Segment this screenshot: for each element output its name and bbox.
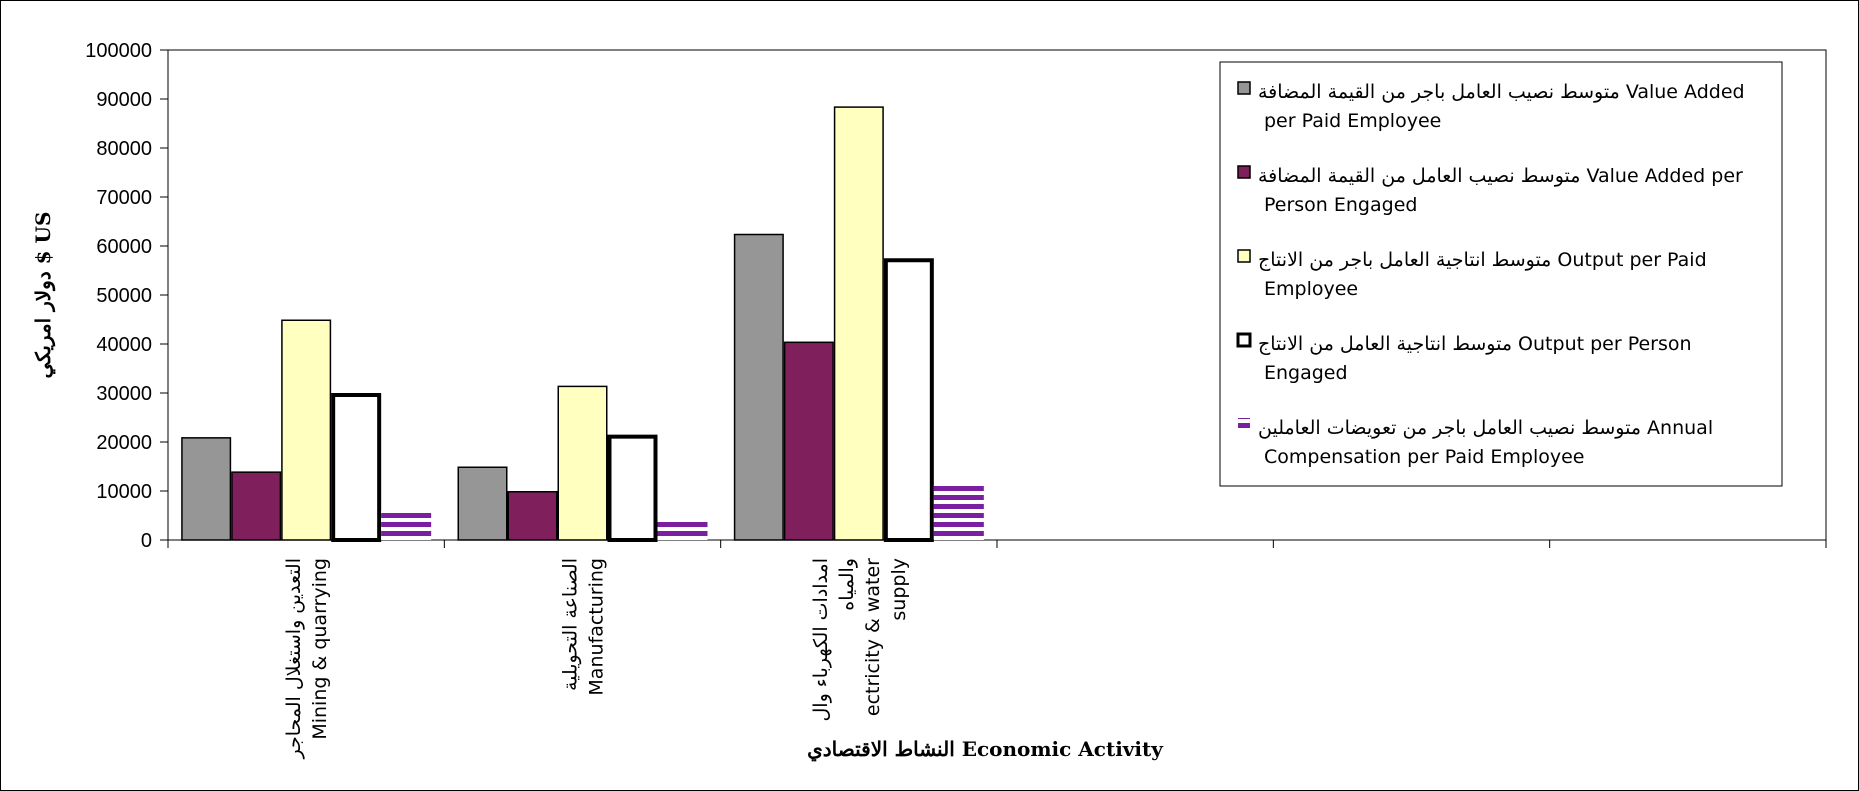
y-tick-label: 70000 xyxy=(96,187,152,209)
bar-series-5-category-2 xyxy=(657,519,708,540)
y-tick-label: 90000 xyxy=(96,89,152,111)
y-tick-label: 80000 xyxy=(96,138,152,160)
bar-series-2-category-3 xyxy=(783,341,834,541)
category-label-line: Mining & quarrying xyxy=(309,558,331,740)
legend-swatch-4 xyxy=(1236,332,1252,348)
category-label-line: والمياه xyxy=(836,558,858,611)
bar-series-3-category-1 xyxy=(281,319,332,541)
legend: متوسط نصيب العامل باجر من القيمة المضافة… xyxy=(1219,61,1783,487)
x-axis-title: النشاط الاقتصادي Economic Activity xyxy=(807,737,1164,762)
y-tick-label: 100000 xyxy=(85,40,152,62)
legend-label-line: Compensation per Paid Employee xyxy=(1264,446,1585,468)
bar-series-5-category-3 xyxy=(933,485,984,540)
legend-swatch-2 xyxy=(1237,165,1251,179)
y-axis-title: دولار امريكي $ US xyxy=(31,212,56,379)
legend-label-line: Person Engaged xyxy=(1264,194,1417,216)
legend-swatch-5 xyxy=(1238,418,1250,430)
bar-series-5-category-1 xyxy=(381,510,432,540)
bar-series-2-category-2 xyxy=(507,491,558,541)
legend-box xyxy=(1219,61,1783,487)
y-tick-label: 20000 xyxy=(96,432,152,454)
legend-label-line: Employee xyxy=(1264,278,1358,300)
category-label-line: ectricity & water xyxy=(862,558,884,716)
category-label-line: supply xyxy=(888,558,910,621)
bar-series-1-category-1 xyxy=(181,437,232,541)
category-label-line: امدادات الكهرباء وال xyxy=(810,558,832,722)
category-label-line: التعدين واستغلال المحاجر xyxy=(283,558,305,760)
y-axis-ticks: 0 10000 20000 30000 40000 50000 60000 70000 8000… xyxy=(85,40,168,552)
legend-label-line: متوسط نصيب العامل باجر من تعويضات العامل… xyxy=(1258,417,1713,439)
bars xyxy=(181,106,984,542)
y-tick-label: 30000 xyxy=(96,383,152,405)
legend-label-line: per Paid Employee xyxy=(1264,110,1441,132)
bar-series-4-category-1 xyxy=(331,393,382,542)
category-label-line: Manufacturing xyxy=(586,558,608,696)
y-tick-label: 50000 xyxy=(96,285,152,307)
legend-label-line: متوسط نصيب العامل باجر من القيمة المضافة… xyxy=(1258,81,1745,103)
y-tick-label: 60000 xyxy=(96,236,152,258)
bar-series-3-category-3 xyxy=(833,106,884,541)
bar-series-4-category-3 xyxy=(883,258,934,542)
category-labels: التعدين واستغلال المحاجر Mining & quarryi… xyxy=(283,558,910,760)
legend-label-line: متوسط نصيب العامل من القيمة المضافة Valu… xyxy=(1258,165,1743,187)
legend-swatch-1 xyxy=(1237,81,1251,95)
bar-series-1-category-3 xyxy=(733,233,784,541)
y-tick-label: 40000 xyxy=(96,334,152,356)
legend-label-line: Engaged xyxy=(1264,362,1348,384)
legend-label-line: متوسط انتاجية العامل من الانتاج Output p… xyxy=(1258,333,1692,355)
bar-series-2-category-1 xyxy=(231,471,282,541)
x-axis-ticks xyxy=(167,540,1827,548)
y-tick-label: 10000 xyxy=(96,481,152,503)
category-label-line: الصناعة التحويلية xyxy=(560,558,582,691)
bar-series-1-category-2 xyxy=(457,466,508,541)
legend-label-line: متوسط انتاجية العامل باجر من الانتاج Out… xyxy=(1258,249,1707,271)
legend-swatch-3 xyxy=(1237,249,1251,263)
bar-series-3-category-2 xyxy=(557,385,608,541)
y-tick-label: 0 xyxy=(141,530,152,552)
bar-series-4-category-2 xyxy=(607,434,658,542)
